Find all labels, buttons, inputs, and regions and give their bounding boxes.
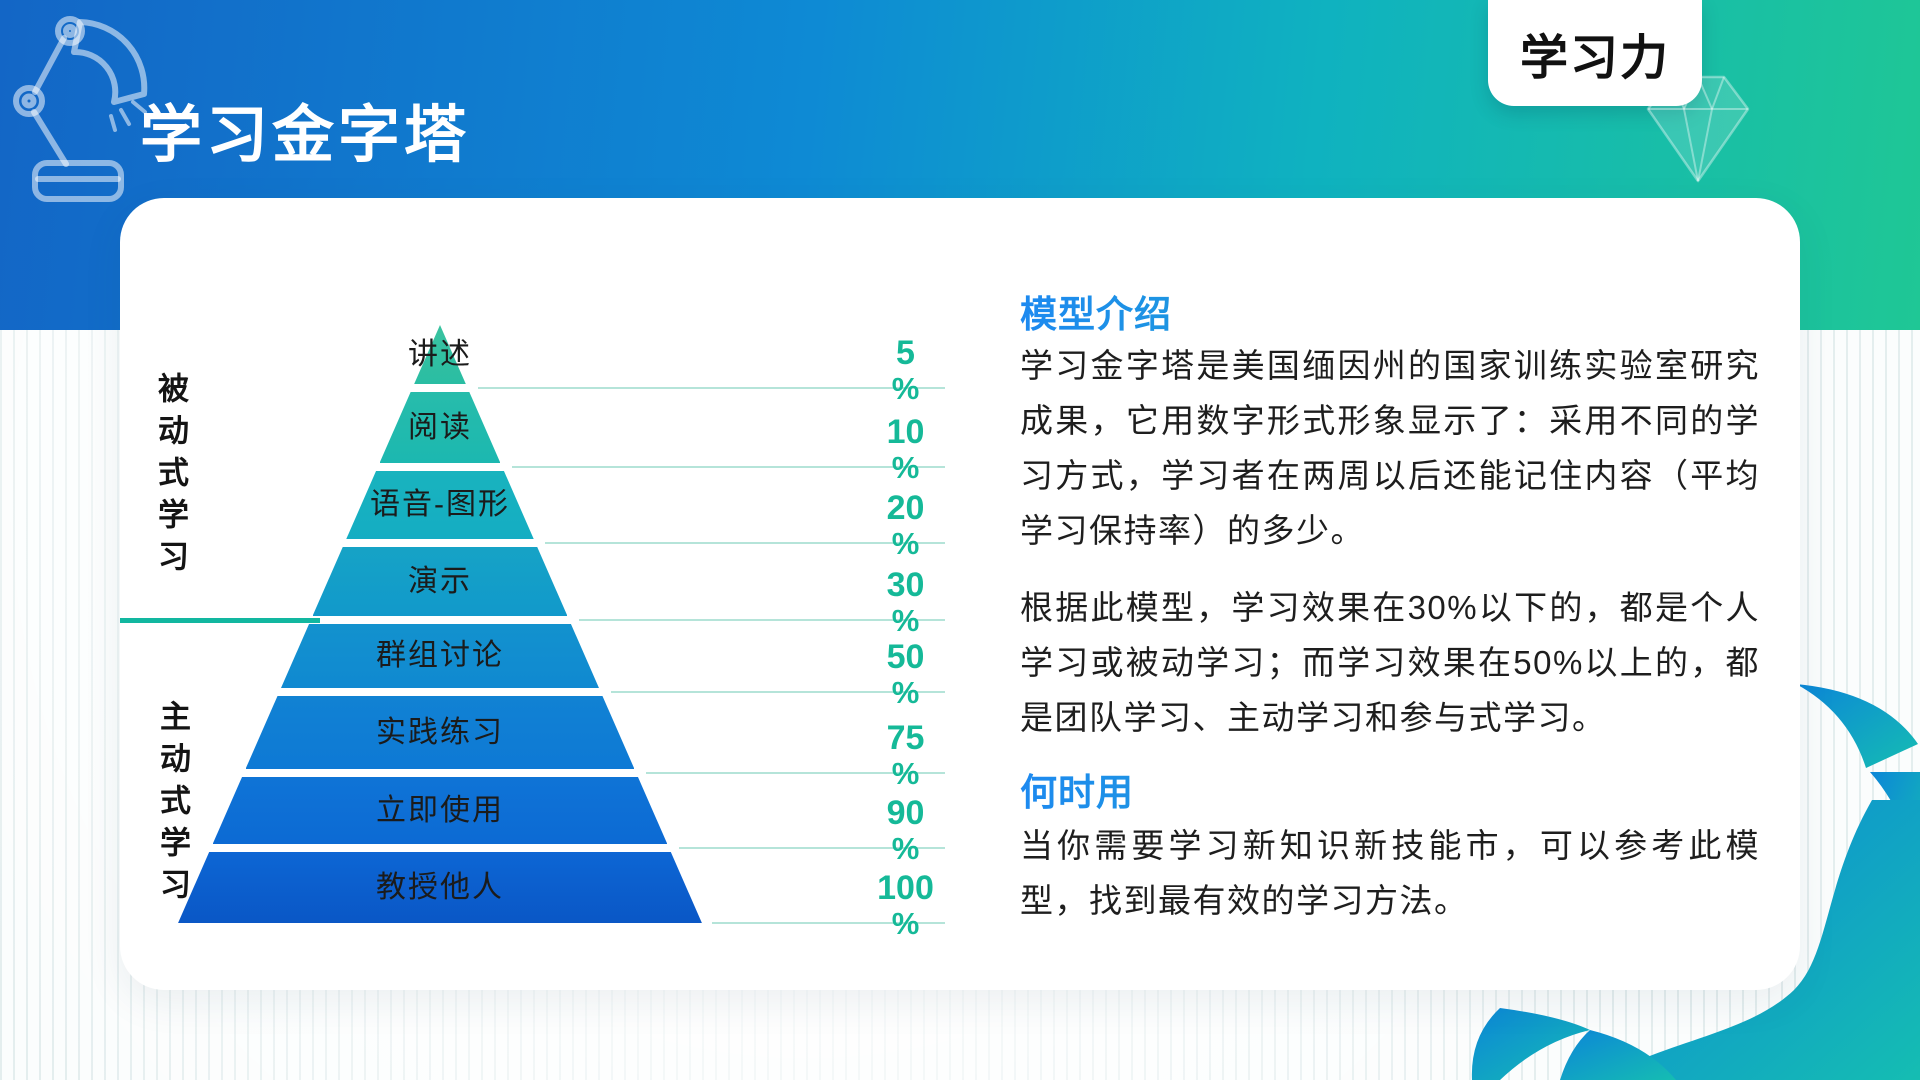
pyramid-level-label: 立即使用 xyxy=(376,794,504,827)
level-separator-line xyxy=(646,772,945,774)
pyramid-level xyxy=(346,471,534,539)
pyramid-level-label: 语音-图形 xyxy=(370,488,510,521)
pyramid-level xyxy=(312,547,568,616)
percent-sign: % xyxy=(891,756,920,791)
intro-paragraph-2: 根据此模型，学习效果在30%以下的，都是个人学习或被动学习；而学习效果在50%以… xyxy=(1020,589,1760,736)
percent-value: 5 xyxy=(896,334,915,372)
level-separator-line xyxy=(512,466,945,468)
percent-sign: % xyxy=(891,603,920,638)
level-separator-line xyxy=(711,922,945,924)
percent-sign: % xyxy=(891,526,920,561)
passive-learning-label: 被动式学习 xyxy=(153,372,188,582)
pyramid-level-label: 教授他人 xyxy=(376,871,504,904)
diamond-icon xyxy=(1646,75,1750,183)
pyramid-level-label: 群组讨论 xyxy=(376,639,504,672)
percent-sign: % xyxy=(891,906,920,941)
retention-percent-label: 30% xyxy=(858,568,953,636)
percent-value: 50 xyxy=(886,638,925,676)
pyramid-level xyxy=(245,696,635,769)
pyramid-level xyxy=(178,852,702,923)
level-separator-line xyxy=(477,387,945,389)
retention-percent-label: 50% xyxy=(858,640,953,708)
pyramid-level xyxy=(281,624,599,688)
corner-badge: 学习力 xyxy=(1488,0,1702,106)
pyramid-level-label: 阅读 xyxy=(408,411,472,444)
desk-lamp-icon xyxy=(13,16,148,202)
percent-value: 30 xyxy=(886,566,925,604)
retention-percent-label: 10% xyxy=(858,415,953,483)
active-learning-label: 主动式学习 xyxy=(155,700,190,910)
when-paragraph: 当你需要学习新知识新技能市，可以参考此模型，找到最有效的学习方法。 xyxy=(1020,827,1760,919)
level-separator-line xyxy=(545,542,945,544)
percent-value: 10 xyxy=(886,413,925,451)
level-separator-line xyxy=(679,847,945,849)
percent-value: 75 xyxy=(886,719,925,757)
percent-sign: % xyxy=(891,450,920,485)
when-heading: 何时用 xyxy=(1020,762,1760,816)
level-separator-line xyxy=(610,691,945,693)
corner-badge-label: 学习力 xyxy=(1519,32,1670,85)
pyramid-level-label: 讲述 xyxy=(408,338,472,371)
level-separator-line xyxy=(579,619,945,621)
passive-active-divider xyxy=(120,618,320,623)
intro-heading: 模型介绍 xyxy=(1020,284,1760,338)
pyramid-level-label: 演示 xyxy=(408,565,472,598)
percent-sign: % xyxy=(891,675,920,710)
pyramid-level xyxy=(212,777,668,844)
percent-value: 90 xyxy=(886,794,925,832)
retention-percent-label: 90% xyxy=(858,796,953,864)
retention-percent-label: 5% xyxy=(858,336,953,404)
percent-value: 100 xyxy=(877,869,934,907)
pyramid-level-label: 实践练习 xyxy=(376,716,504,749)
percent-sign: % xyxy=(891,371,920,406)
retention-percent-label: 75% xyxy=(858,721,953,789)
retention-percent-label: 20% xyxy=(858,491,953,559)
retention-percent-label: 100% xyxy=(858,871,953,939)
percent-value: 20 xyxy=(886,489,925,527)
page-title: 学习金字塔 xyxy=(140,101,471,170)
percent-sign: % xyxy=(891,831,920,866)
intro-paragraph-1: 学习金字塔是美国缅因州的国家训练实验室研究成果，它用数字形式形象显示了：采用不同… xyxy=(1020,347,1760,549)
